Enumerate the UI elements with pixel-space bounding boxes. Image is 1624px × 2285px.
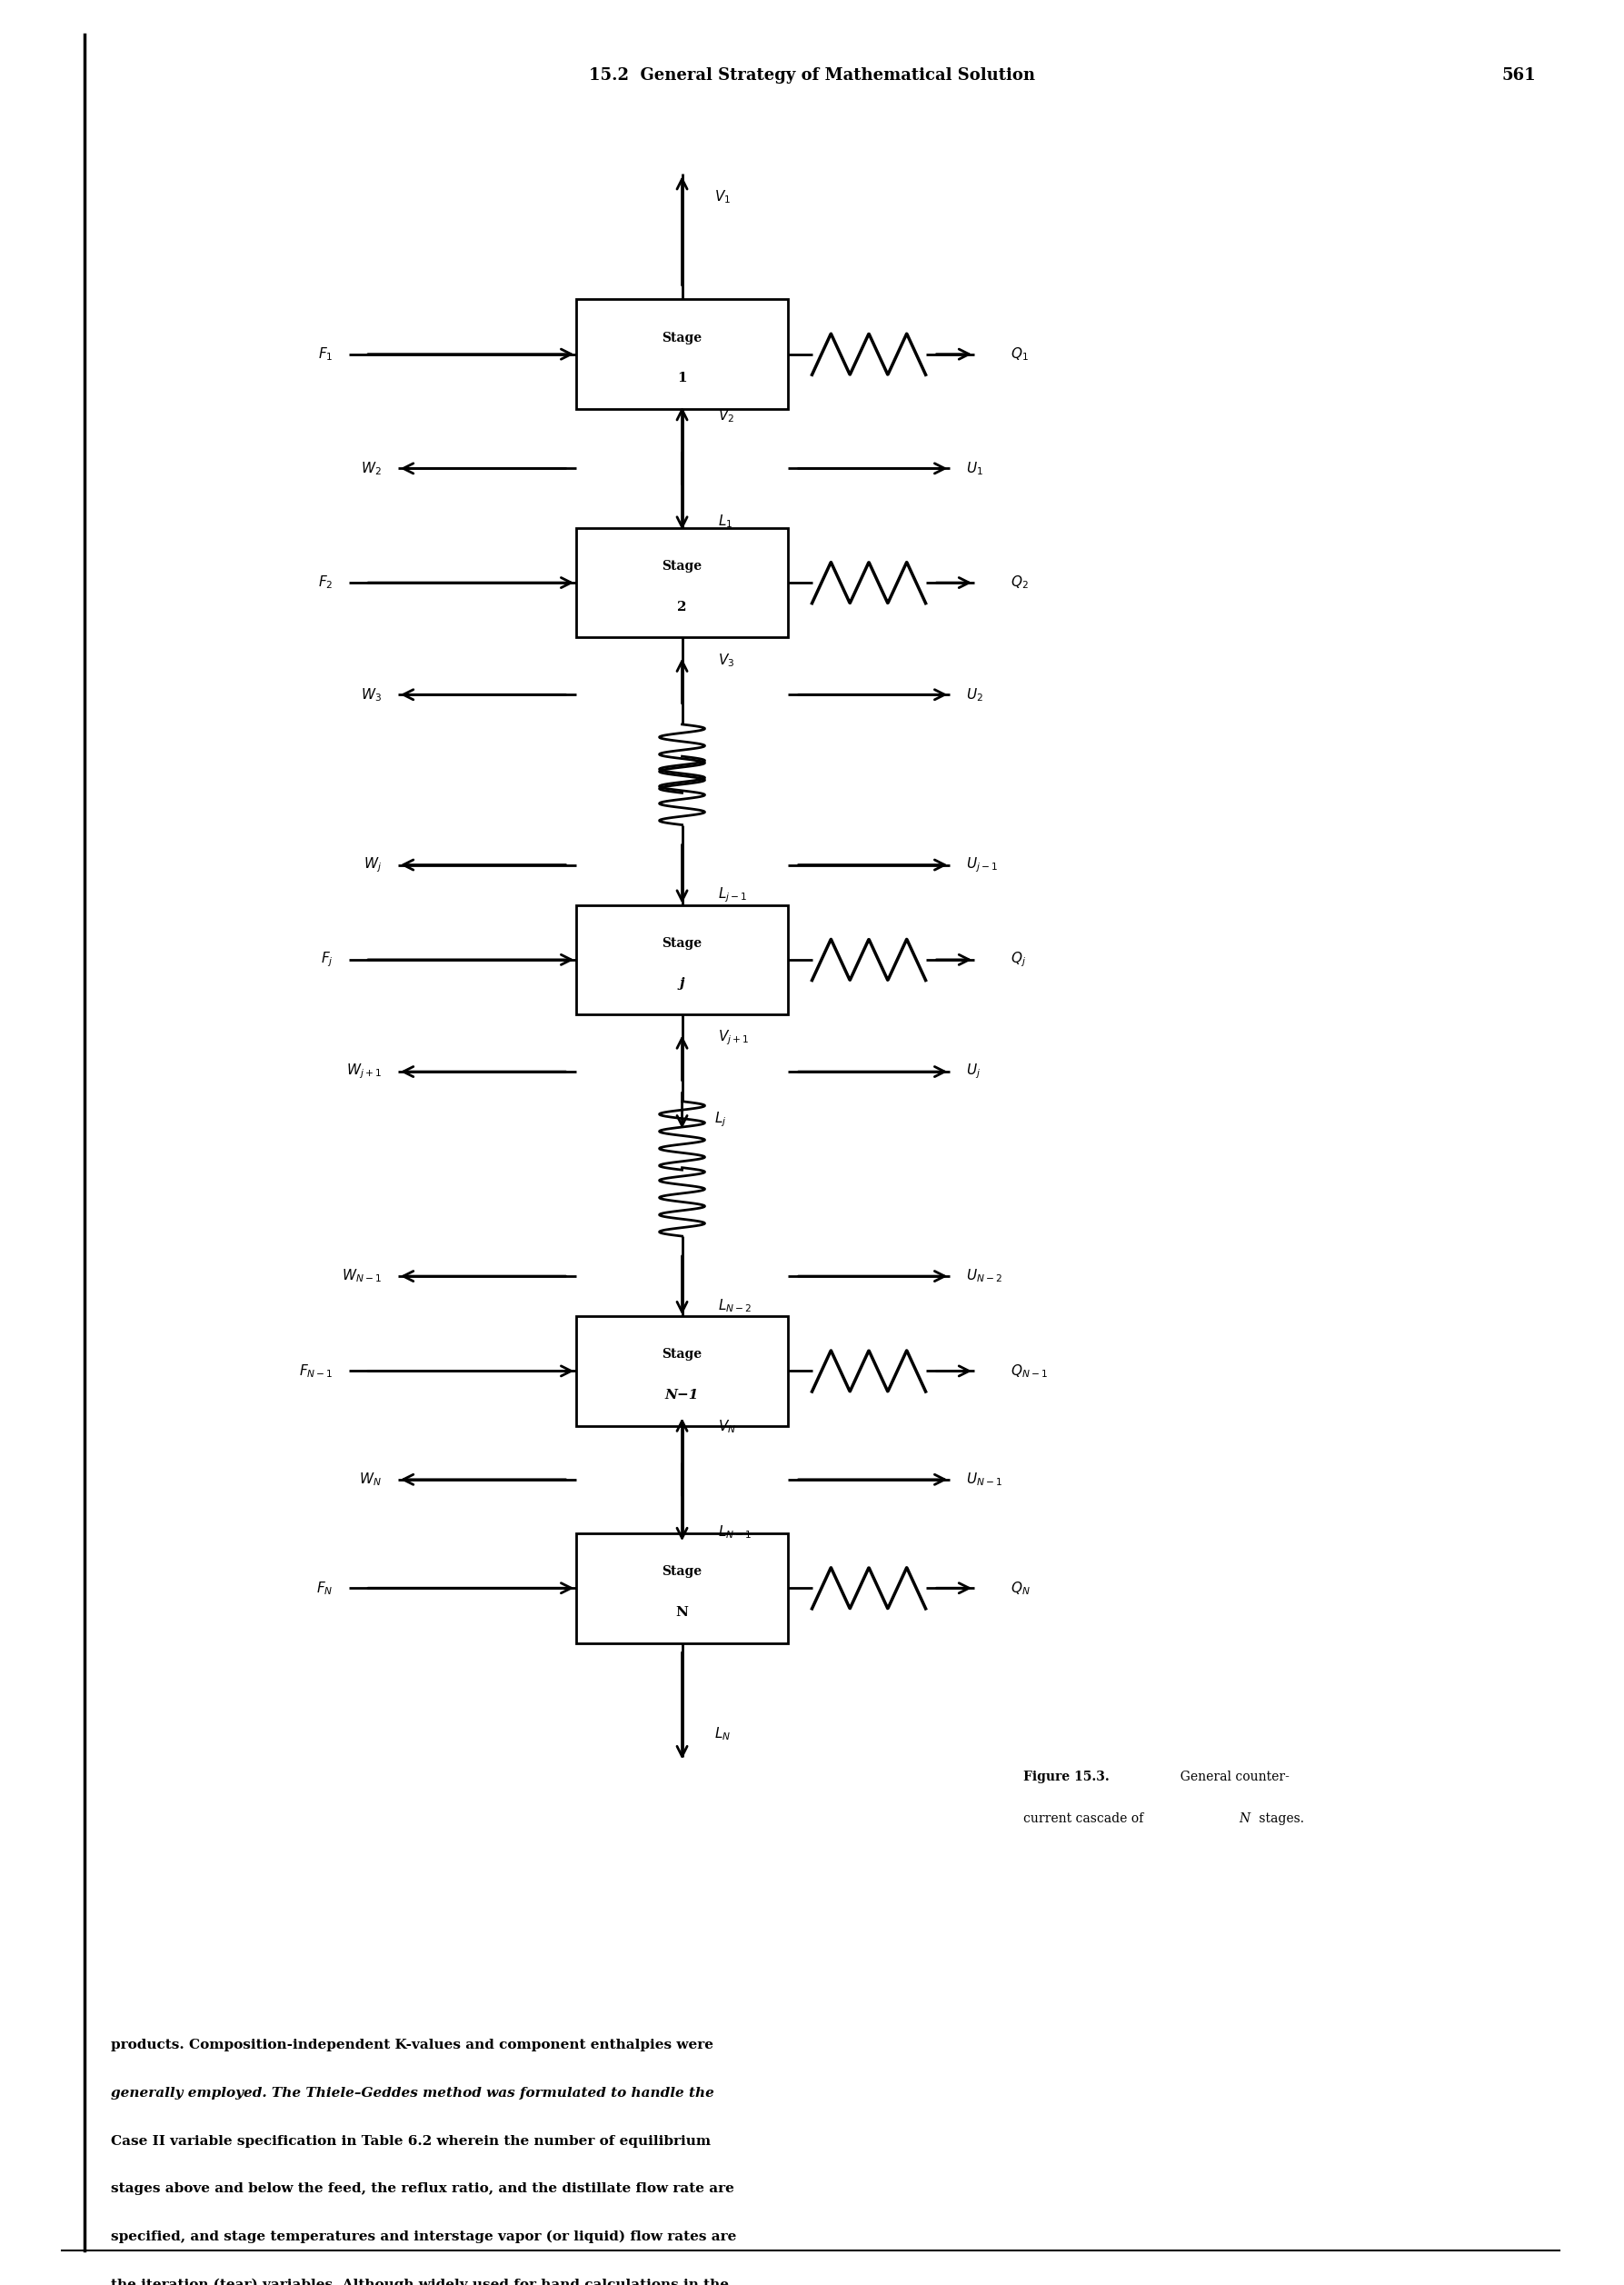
Bar: [577, 299, 788, 409]
Text: N: N: [676, 1606, 689, 1618]
Text: $F_1$: $F_1$: [318, 345, 333, 363]
Text: $V_N$: $V_N$: [718, 1419, 736, 1435]
Text: Case II variable specification in Table 6.2 wherein the number of equilibrium: Case II variable specification in Table …: [110, 2134, 710, 2148]
Bar: [577, 1533, 788, 1643]
Text: $F_j$: $F_j$: [320, 951, 333, 969]
Text: $W_{j+1}$: $W_{j+1}$: [346, 1063, 382, 1081]
Text: generally employed. The Thiele–Geddes method was formulated to handle the: generally employed. The Thiele–Geddes me…: [110, 2086, 715, 2100]
Text: 1: 1: [677, 372, 687, 384]
Text: $W_2$: $W_2$: [361, 459, 382, 478]
Text: N−1: N−1: [666, 1389, 698, 1401]
Text: $W_j$: $W_j$: [364, 855, 382, 875]
Text: $U_j$: $U_j$: [966, 1063, 981, 1081]
Text: 2: 2: [677, 601, 687, 612]
Text: $F_N$: $F_N$: [317, 1579, 333, 1597]
Text: $L_j$: $L_j$: [715, 1111, 728, 1129]
Text: $L_N$: $L_N$: [715, 1725, 731, 1743]
Text: $U_{N-1}$: $U_{N-1}$: [966, 1472, 1002, 1488]
Text: Figure 15.3.: Figure 15.3.: [1023, 1771, 1109, 1785]
Text: $V_{j+1}$: $V_{j+1}$: [718, 1028, 749, 1047]
Text: $Q_j$: $Q_j$: [1010, 951, 1025, 969]
Text: General counter-: General counter-: [1173, 1771, 1289, 1785]
Text: $F_{N-1}$: $F_{N-1}$: [299, 1362, 333, 1380]
Text: 561: 561: [1501, 66, 1536, 85]
Text: $F_2$: $F_2$: [318, 574, 333, 592]
Text: Stage: Stage: [663, 331, 702, 345]
Text: specified, and stage temperatures and interstage vapor (or liquid) flow rates ar: specified, and stage temperatures and in…: [110, 2230, 736, 2244]
Text: $W_3$: $W_3$: [361, 686, 382, 704]
Text: $U_2$: $U_2$: [966, 686, 984, 704]
Text: $L_{N-2}$: $L_{N-2}$: [718, 1298, 752, 1314]
Text: stages.: stages.: [1255, 1812, 1304, 1826]
Text: N: N: [1239, 1812, 1250, 1826]
Text: $U_{j-1}$: $U_{j-1}$: [966, 855, 999, 875]
Text: $L_1$: $L_1$: [718, 512, 732, 530]
Text: Stage: Stage: [663, 560, 702, 574]
Text: $V_1$: $V_1$: [715, 187, 731, 206]
Text: $Q_N$: $Q_N$: [1010, 1579, 1030, 1597]
Text: j: j: [679, 978, 685, 989]
Text: $L_{N-1}$: $L_{N-1}$: [718, 1524, 752, 1540]
Text: $W_N$: $W_N$: [359, 1472, 382, 1488]
Text: $Q_1$: $Q_1$: [1010, 345, 1028, 363]
Text: stages above and below the feed, the reflux ratio, and the distillate flow rate : stages above and below the feed, the ref…: [110, 2182, 734, 2196]
Text: Stage: Stage: [663, 937, 702, 951]
Text: $U_1$: $U_1$: [966, 459, 984, 478]
Text: Stage: Stage: [663, 1348, 702, 1362]
Text: $Q_{N-1}$: $Q_{N-1}$: [1010, 1362, 1047, 1380]
Bar: [577, 905, 788, 1015]
Text: 15.2  General Strategy of Mathematical Solution: 15.2 General Strategy of Mathematical So…: [590, 66, 1034, 85]
Text: current cascade of: current cascade of: [1023, 1812, 1147, 1826]
Text: $U_{N-2}$: $U_{N-2}$: [966, 1268, 1002, 1284]
Text: Stage: Stage: [663, 1565, 702, 1579]
Bar: [577, 1316, 788, 1426]
Text: products. Composition-independent K-values and component enthalpies were: products. Composition-independent K-valu…: [110, 2038, 713, 2052]
Bar: [577, 528, 788, 638]
Text: $Q_2$: $Q_2$: [1010, 574, 1028, 592]
Text: the iteration (tear) variables. Although widely used for hand calculations in th: the iteration (tear) variables. Although…: [110, 2278, 729, 2285]
Text: $L_{j-1}$: $L_{j-1}$: [718, 884, 747, 905]
Text: $V_3$: $V_3$: [718, 651, 734, 670]
Text: $W_{N-1}$: $W_{N-1}$: [341, 1268, 382, 1284]
Text: $V_2$: $V_2$: [718, 407, 734, 425]
